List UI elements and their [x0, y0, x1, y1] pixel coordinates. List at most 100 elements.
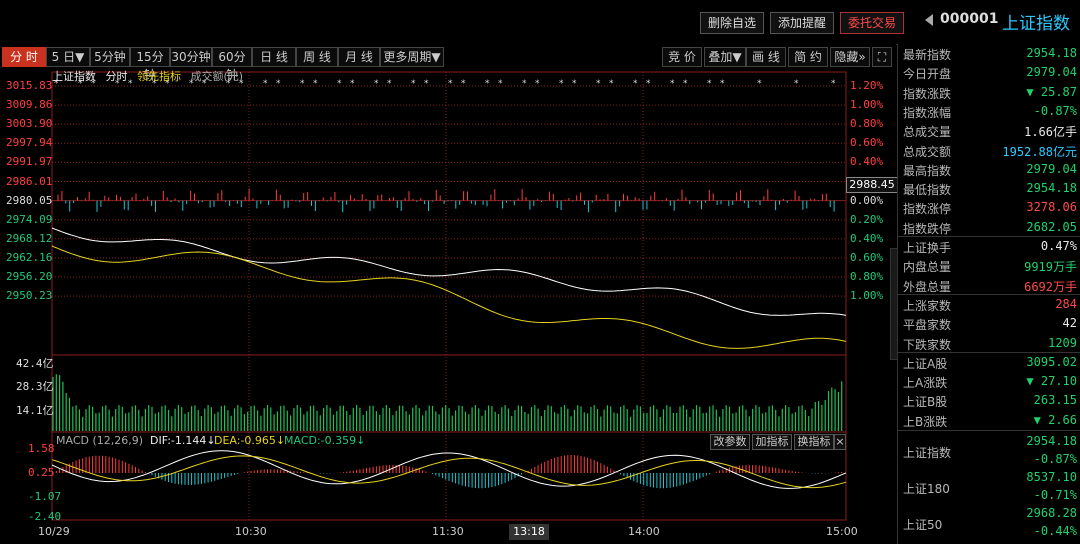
- panel-row-label: 最低指数: [903, 183, 952, 198]
- index-summary-label: 上证180: [903, 482, 950, 496]
- prev-security-icon[interactable]: [925, 14, 933, 26]
- macd-tick: 1.58: [28, 442, 55, 455]
- macd-close-icon[interactable]: ×: [834, 434, 846, 450]
- index-summary-label: 上证50: [903, 518, 943, 532]
- quote-panel: 最新指数 2954.18 今日开盘 2979.04 指数涨跌 ▼ 25.87 指数涨幅 -0.…: [897, 44, 1080, 544]
- event-marker: *: [300, 79, 305, 89]
- panel-row-value: -0.87%: [1033, 103, 1077, 118]
- legend-amount: 成交额(元): [190, 70, 244, 83]
- chart-tool-1[interactable]: 叠加▼: [704, 47, 746, 67]
- panel-row-label: 最新指数: [903, 48, 952, 62]
- add-alert-button[interactable]: 添加提醒: [770, 12, 834, 34]
- panel-row: 今日开盘 2979.04: [898, 63, 1080, 82]
- period-tab-2[interactable]: 5分钟: [90, 47, 130, 67]
- macd-dif-line: [51, 450, 847, 489]
- panel-row-label: 上A涨跌: [903, 376, 948, 391]
- index-summary-value: 2968.28: [1026, 506, 1077, 520]
- time-tick: 10/29: [38, 525, 70, 538]
- period-tab-1[interactable]: 5 日▼: [46, 47, 90, 67]
- index-summary-value: 8537.10: [1026, 470, 1077, 484]
- panel-row-value: 3095.02: [1026, 354, 1077, 369]
- volume-tick: 28.3亿: [16, 380, 54, 393]
- panel-row-label: 总成交额: [903, 144, 952, 159]
- chart-tool-0[interactable]: 竞 价: [662, 47, 702, 67]
- percent-tick: 0.00%: [850, 193, 884, 207]
- event-marker: *: [448, 79, 453, 89]
- event-marker: *: [485, 79, 490, 89]
- price-tick: 3009.86: [6, 98, 53, 112]
- period-tab-9[interactable]: 更多周期▼: [380, 47, 444, 67]
- panel-row-value: 1952.88亿元: [1002, 144, 1077, 159]
- panel-row-value: ▼ 27.10: [1026, 374, 1077, 389]
- event-marker: *: [707, 79, 712, 89]
- panel-row: 平盘家数 42: [898, 314, 1080, 333]
- panel-row-value: 2682.05: [1026, 219, 1077, 234]
- panel-row-label: 内盘总量: [903, 260, 952, 275]
- time-tick: 15:00: [826, 525, 858, 538]
- index-summary-row[interactable]: 上证50 2968.28 -0.44%: [898, 504, 1080, 540]
- event-marker: *: [276, 79, 281, 89]
- index-summary-change: -0.71%: [1033, 488, 1077, 502]
- panel-row-label: 指数涨停: [903, 202, 952, 217]
- period-tab-4[interactable]: 30分钟: [170, 47, 212, 67]
- event-marker: *: [226, 79, 231, 89]
- panel-row: 外盘总量 6692万手: [898, 276, 1080, 295]
- percent-tick: 0.60%: [850, 250, 884, 264]
- period-tab-0[interactable]: 分 时: [2, 47, 46, 67]
- chart-tool-3[interactable]: 简 约: [788, 47, 828, 67]
- event-marker: *: [720, 79, 725, 89]
- panel-row: 上证B股 263.15: [898, 391, 1080, 410]
- panel-row-value: ▼ 2.66: [1033, 412, 1077, 427]
- panel-row: 上A涨跌 ▼ 27.10: [898, 372, 1080, 391]
- event-marker: *: [202, 79, 207, 89]
- percent-tick: 0.40%: [850, 155, 884, 169]
- panel-row-value: 1209: [1048, 335, 1077, 350]
- event-marker: *: [670, 79, 675, 89]
- macd-tick: -2.40: [28, 510, 62, 523]
- event-marker: *: [522, 79, 527, 89]
- panel-separator: [898, 351, 1080, 353]
- event-marker: *: [239, 79, 244, 89]
- panel-row-label: 上B涨跌: [903, 414, 948, 429]
- percent-tick: 1.20%: [850, 79, 884, 92]
- delete-favorite-button[interactable]: 删除自选: [700, 12, 764, 34]
- macd-label[interactable]: MACD (12,26,9): [56, 434, 144, 447]
- event-marker: *: [794, 79, 799, 89]
- macd-header: MACD (12,26,9) DIF:-1.144↓ DEA:-0.965↓ M…: [52, 434, 846, 450]
- panel-row: 最低指数 2954.18: [898, 179, 1080, 198]
- legend-lead: 领先指标: [137, 70, 181, 83]
- macd-params-button[interactable]: 改参数: [710, 434, 750, 450]
- percent-tick: 0.20%: [850, 212, 884, 226]
- chart-tool-4[interactable]: 隐藏»: [830, 47, 870, 67]
- period-tab-6[interactable]: 日 线: [252, 47, 296, 67]
- macd-swap-indicator-button[interactable]: 换指标: [794, 434, 834, 450]
- panel-row-value: 2954.18: [1026, 46, 1077, 60]
- index-summary-row[interactable]: 上证180 8537.10 -0.71%: [898, 468, 1080, 504]
- panel-row: 上B涨跌 ▼ 2.66: [898, 411, 1080, 430]
- panel-row-label: 指数涨幅: [903, 105, 952, 120]
- panel-row-value: 42: [1062, 316, 1077, 331]
- panel-separator: [898, 236, 1080, 237]
- event-marker: *: [152, 79, 157, 89]
- panel-row-label: 上涨家数: [903, 298, 952, 313]
- macd-add-indicator-button[interactable]: 加指标: [752, 434, 792, 450]
- event-marker: *: [559, 79, 564, 89]
- panel-row-value: 3278.06: [1026, 200, 1077, 215]
- event-marker: *: [374, 79, 379, 89]
- price-tick: 2997.94: [6, 136, 53, 150]
- trade-button[interactable]: 委托交易: [840, 12, 904, 34]
- period-tab-8[interactable]: 月 线: [338, 47, 380, 67]
- fullscreen-icon[interactable]: ⛶: [872, 47, 892, 67]
- event-marker: *: [91, 79, 96, 89]
- index-summary-value: 2954.18: [1026, 434, 1077, 448]
- panel-row-value: 6692万手: [1024, 279, 1077, 294]
- chart-tool-2[interactable]: 画 线: [746, 47, 786, 67]
- index-summary-row[interactable]: 上证指数 2954.18 -0.87%: [898, 432, 1080, 468]
- chart-area[interactable]: * * * * * * * * * * * * * * * * * * * * * * * * * * * * * * * * * * * * * * * *…: [0, 68, 896, 544]
- period-tab-5[interactable]: 60分钟: [212, 47, 252, 82]
- time-tick: 10:30: [235, 525, 267, 538]
- period-tab-7[interactable]: 周 线: [296, 47, 338, 67]
- period-tab-3[interactable]: 15分钟: [130, 47, 170, 82]
- time-cursor-label: 13:18: [509, 524, 549, 540]
